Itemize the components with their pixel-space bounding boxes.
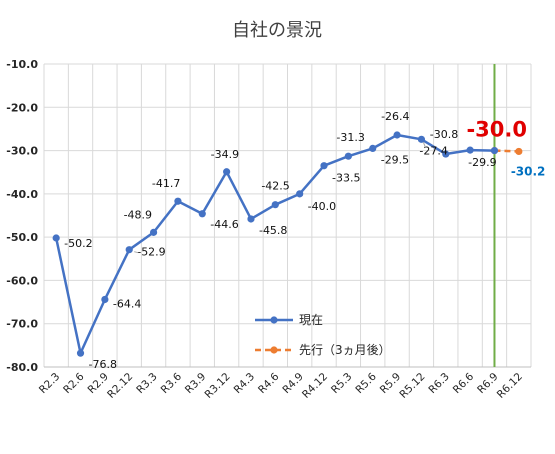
data-label: -34.9 [211,148,239,161]
x-tick-label: R4.3 [232,371,257,396]
x-tick-label: R3.3 [134,371,159,396]
x-tick-label: R6.3 [426,371,451,396]
current-series-point [490,146,499,155]
grid [43,63,532,368]
current-series-point [52,234,60,242]
current-series-point [466,146,474,154]
forecast-label: -30.2 [511,164,546,178]
data-label: -26.4 [381,110,409,123]
x-tick-label: R5.6 [353,370,379,396]
data-label: -29.9 [468,156,496,169]
y-tick-label: -70.0 [6,318,38,331]
data-label: -44.6 [210,218,238,231]
x-tick-label: R2.12 [105,371,135,401]
data-label: -45.8 [259,224,287,237]
current-series-point [320,162,328,170]
data-label: -50.2 [64,237,92,250]
current-series-point [393,131,401,139]
legend-point-current [270,316,278,324]
x-tick-label: R2.6 [61,370,87,396]
x-tick-label: R6.12 [495,371,525,401]
data-label: -27.4 [419,144,447,157]
leader-line [134,251,139,254]
data-label: -41.7 [152,177,180,190]
x-tick-label: R3.6 [159,370,185,396]
data-label: -42.5 [261,180,289,193]
data-label: -30.8 [430,128,458,141]
y-tick-label: -80.0 [6,361,38,374]
y-tick-label: -30.0 [6,145,38,158]
data-label: -29.5 [381,153,409,166]
y-tick-label: -40.0 [6,188,38,201]
current-series-point [76,349,85,357]
current-series-point [125,246,133,254]
current-series-point [247,215,255,223]
current-series-point [344,152,352,160]
data-label: -64.4 [113,297,141,310]
current-series-point [442,150,450,158]
y-tick-label: -50.0 [6,231,38,244]
x-tick-label: R6.6 [451,370,477,396]
current-series-point [174,197,182,205]
x-tick-label: R5.12 [397,371,427,401]
y-tick-label: -10.0 [6,58,38,71]
data-label: -33.5 [332,172,360,185]
x-tick-label: R4.12 [300,371,330,401]
leader-line [422,142,426,148]
y-tick-label: -60.0 [6,274,38,287]
current-series-point [149,228,158,236]
data-label: -31.3 [336,131,364,144]
chart-title: 自社の景況 [232,20,322,41]
current-series-point [369,144,377,153]
highlight-label: -30.0 [466,118,527,142]
current-series-point [271,201,279,209]
data-label: -48.9 [124,208,152,221]
current-series-point [296,190,304,198]
legend-label-forecast: 先行（3ヵ月後） [299,343,391,357]
current-series-point [223,168,231,176]
x-tick-label: R4.6 [256,370,282,396]
current-series-point [417,135,426,143]
series [52,131,523,357]
forecast-series-line [494,149,519,153]
x-tick-label: R3.12 [203,371,233,401]
data-label: -40.0 [308,200,336,213]
legend-point-forecast [270,346,278,354]
x-tick-label: R5.3 [329,371,354,396]
data-label: -52.9 [137,246,165,259]
current-series-point [198,210,206,218]
legend-label-current: 現在 [299,313,323,327]
data-label: -76.8 [89,358,117,371]
y-tick-label: -20.0 [6,101,38,114]
x-tick-label: R2.3 [37,371,62,396]
forecast-series-point [515,147,523,156]
data-labels: -50.2 -76.8 -64.4 -52.9 -48.9 -41.7 -44.6 -34.9… [64,110,545,371]
current-series-point [101,295,109,304]
